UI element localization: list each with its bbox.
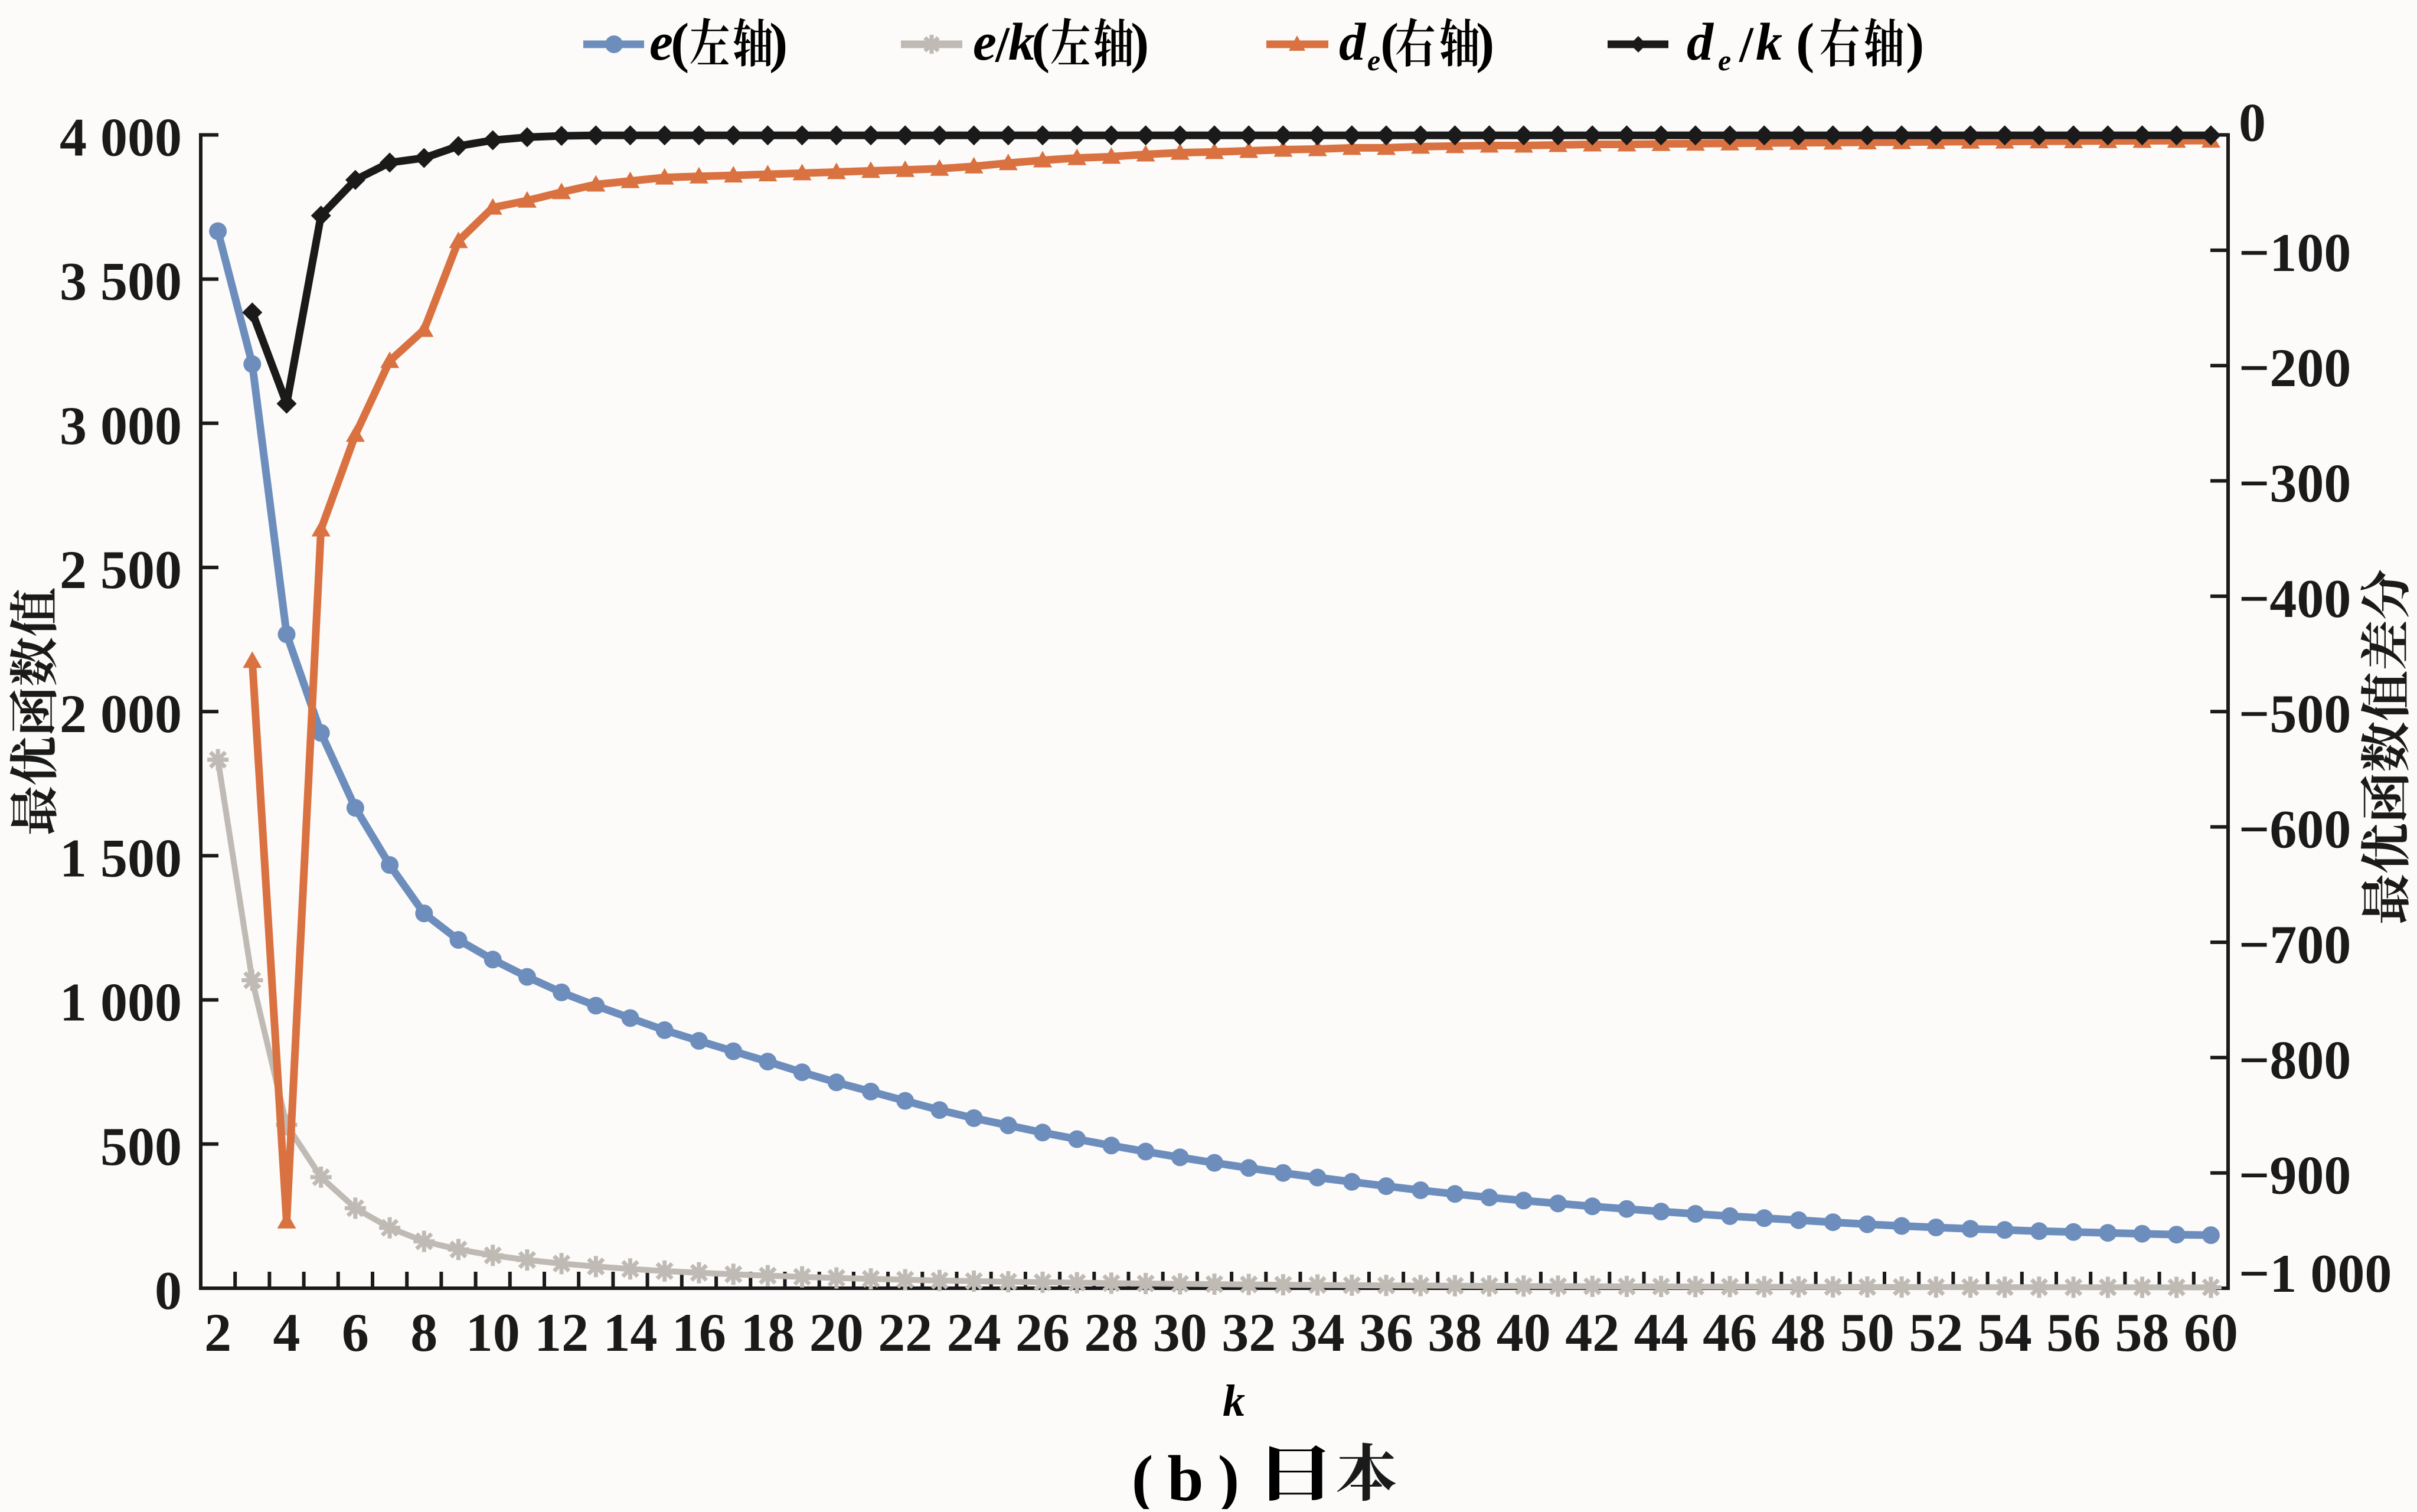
svg-text:(: ( <box>1796 12 1814 74</box>
svg-text:10: 10 <box>466 1302 520 1363</box>
svg-text:56: 56 <box>2046 1302 2101 1363</box>
svg-text:8: 8 <box>410 1302 437 1363</box>
svg-text:3 500: 3 500 <box>60 252 182 312</box>
svg-text:24: 24 <box>947 1302 1001 1363</box>
svg-text:−1 000: −1 000 <box>2239 1243 2392 1304</box>
svg-text:e: e <box>1367 44 1380 77</box>
svg-text:): ) <box>769 12 788 74</box>
svg-text:12: 12 <box>534 1302 589 1363</box>
svg-text:1 000: 1 000 <box>60 972 182 1033</box>
svg-text:3 000: 3 000 <box>60 396 182 456</box>
svg-text:16: 16 <box>672 1302 726 1363</box>
svg-text:52: 52 <box>1909 1302 1963 1363</box>
svg-text:14: 14 <box>603 1302 658 1363</box>
svg-text:−400: −400 <box>2239 569 2351 629</box>
svg-text:(: ( <box>671 12 689 74</box>
svg-text:/: / <box>995 16 1010 73</box>
svg-text:48: 48 <box>1772 1302 1826 1363</box>
svg-text:6: 6 <box>342 1302 369 1363</box>
svg-text:22: 22 <box>878 1302 932 1363</box>
svg-text:500: 500 <box>100 1116 182 1177</box>
svg-text:58: 58 <box>2115 1302 2170 1363</box>
svg-text:1 500: 1 500 <box>60 828 182 888</box>
svg-text:28: 28 <box>1084 1302 1138 1363</box>
svg-text:42: 42 <box>1565 1302 1619 1363</box>
svg-text:2: 2 <box>204 1302 231 1363</box>
svg-text:d: d <box>1687 13 1714 71</box>
svg-text:4 000: 4 000 <box>60 107 182 168</box>
svg-text:34: 34 <box>1291 1302 1345 1363</box>
svg-text:−200: −200 <box>2239 338 2351 398</box>
svg-text:46: 46 <box>1703 1302 1757 1363</box>
svg-text:−800: −800 <box>2239 1030 2351 1090</box>
svg-text:d: d <box>1339 13 1367 71</box>
svg-text:−900: −900 <box>2239 1145 2351 1206</box>
svg-text:2 500: 2 500 <box>60 540 182 600</box>
svg-text:26: 26 <box>1015 1302 1070 1363</box>
svg-text:−100: −100 <box>2239 223 2351 283</box>
svg-text:/: / <box>1739 16 1754 73</box>
svg-text:k: k <box>1756 13 1782 71</box>
svg-text:): ) <box>1131 12 1149 74</box>
svg-text:60: 60 <box>2184 1302 2238 1363</box>
svg-text:): ) <box>1906 12 1924 74</box>
svg-text:−700: −700 <box>2239 915 2351 975</box>
svg-text:(: ( <box>1380 12 1399 74</box>
svg-text:44: 44 <box>1634 1302 1688 1363</box>
svg-text:k: k <box>1223 1376 1245 1426</box>
svg-text:32: 32 <box>1221 1302 1276 1363</box>
svg-text:50: 50 <box>1840 1302 1895 1363</box>
svg-text:k: k <box>1008 13 1035 71</box>
svg-text:38: 38 <box>1428 1302 1482 1363</box>
svg-text:−500: −500 <box>2239 684 2351 744</box>
svg-text:e: e <box>973 13 997 71</box>
svg-text:18: 18 <box>740 1302 795 1363</box>
svg-text:54: 54 <box>1978 1302 2032 1363</box>
svg-text:0: 0 <box>2239 93 2266 153</box>
svg-text:2 000: 2 000 <box>60 684 182 744</box>
svg-text:−300: −300 <box>2239 453 2351 514</box>
svg-text:e: e <box>649 13 673 71</box>
svg-text:0: 0 <box>155 1260 182 1321</box>
svg-text:36: 36 <box>1359 1302 1413 1363</box>
svg-text:20: 20 <box>809 1302 864 1363</box>
svg-text:−600: −600 <box>2239 799 2351 860</box>
svg-text:40: 40 <box>1497 1302 1551 1363</box>
svg-text:(: ( <box>1031 12 1050 74</box>
svg-text:30: 30 <box>1153 1302 1207 1363</box>
svg-text:(b): (b) <box>1132 1442 1253 1509</box>
svg-text:4: 4 <box>273 1302 301 1363</box>
svg-text:e: e <box>1718 44 1731 77</box>
svg-text:): ) <box>1476 12 1494 74</box>
